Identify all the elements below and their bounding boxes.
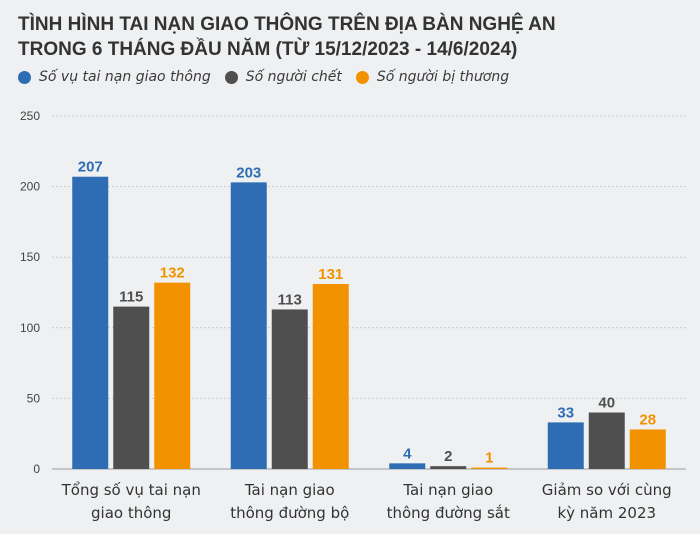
y-tick-label: 150 xyxy=(20,250,40,264)
bar xyxy=(471,467,508,469)
bar xyxy=(312,284,349,469)
legend-label-injured: Số người bị thương xyxy=(376,69,510,85)
x-tick-label: giao thông xyxy=(91,504,171,522)
legend-label-deaths: Số người chết xyxy=(245,69,342,85)
x-tick-label: thông đường bộ xyxy=(230,504,349,522)
bar xyxy=(430,466,467,469)
data-label: 1 xyxy=(485,450,493,467)
legend-label-accidents: Số vụ tai nạn giao thông xyxy=(39,69,211,85)
x-tick-label: kỳ năm 2023 xyxy=(557,504,656,522)
chart-legend: Số vụ tai nạn giao thông Số người chết S… xyxy=(18,69,509,85)
data-label: 40 xyxy=(598,395,615,412)
data-label: 113 xyxy=(278,291,302,308)
y-tick-label: 100 xyxy=(20,321,40,335)
bar xyxy=(230,182,267,469)
x-tick-label: Tai nạn giao xyxy=(402,481,493,499)
data-label: 33 xyxy=(557,404,574,421)
bar xyxy=(629,429,666,469)
bar xyxy=(154,282,191,469)
y-tick-label: 0 xyxy=(33,462,40,476)
x-tick-label: thông đường sắt xyxy=(387,504,510,522)
legend-item-injured: Số người bị thương xyxy=(355,69,510,85)
data-label: 131 xyxy=(318,266,343,283)
data-label: 207 xyxy=(78,159,103,176)
bar xyxy=(389,463,426,469)
x-tick-label: Tai nạn giao xyxy=(244,481,335,499)
legend-swatch-deaths xyxy=(224,70,238,84)
chart-title: TÌNH HÌNH TAI NẠN GIAO THÔNG TRÊN ĐỊA BÀ… xyxy=(18,12,688,62)
data-label: 2 xyxy=(444,448,452,465)
x-tick-label: Tổng số vụ tai nạn xyxy=(61,481,201,499)
data-label: 115 xyxy=(119,289,143,306)
bar xyxy=(547,422,584,469)
legend-swatch-injured xyxy=(355,70,369,84)
y-tick-label: 250 xyxy=(20,109,40,123)
data-label: 28 xyxy=(639,411,656,428)
chart-title-line-2: TRONG 6 THÁNG ĐẦU NĂM (TỪ 15/12/2023 - 1… xyxy=(18,39,518,60)
legend-item-accidents: Số vụ tai nạn giao thông xyxy=(18,69,211,85)
bar xyxy=(113,306,150,469)
y-tick-label: 50 xyxy=(27,391,41,405)
y-tick-label: 200 xyxy=(20,180,40,194)
bar xyxy=(588,412,625,469)
bar xyxy=(72,176,109,469)
data-label: 4 xyxy=(403,445,412,462)
data-label: 132 xyxy=(160,265,185,282)
data-label: 203 xyxy=(236,164,261,181)
x-tick-label: Giảm so với cùng xyxy=(542,481,672,499)
legend-swatch-accidents xyxy=(18,70,31,84)
bar xyxy=(271,309,308,469)
chart-title-line-1: TÌNH HÌNH TAI NẠN GIAO THÔNG TRÊN ĐỊA BÀ… xyxy=(18,14,556,35)
legend-item-deaths: Số người chết xyxy=(224,69,342,85)
